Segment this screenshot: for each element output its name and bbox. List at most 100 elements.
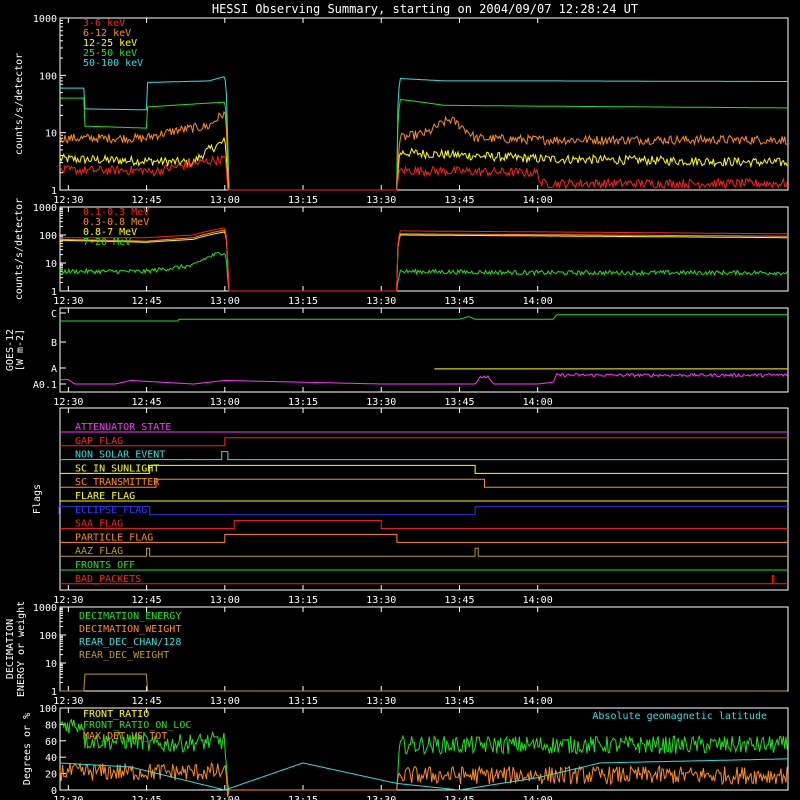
time-tick-label: 13:00 [210,595,240,606]
time-tick-label: 13:45 [444,296,474,307]
flag-label: FRONTS_OFF [75,560,135,571]
flag-label: NON_SOLAR_EVENT [75,450,165,461]
series-line-0-3-0-8-mev [60,229,788,292]
flag-line-gap-flag [60,437,788,447]
y-tick-label: 80 [45,720,57,731]
legend-entry: 0.3-0.8 MeV [83,217,149,228]
time-tick-label: 13:00 [210,397,240,408]
decimation-panel: 12:30 12:45 13:00 13:15 13:30 13:45 14:00 1 10 10… [5,601,789,707]
time-tick-label: 13:15 [288,296,318,307]
time-tick-label: 12:30 [53,195,83,206]
series-line-7-20-mev [59,252,788,292]
time-tick-label: 13:30 [366,397,396,408]
series-line-absolute-geomagnetic-latitude [59,758,788,791]
flag-label: BAD_PACKETS [75,574,141,585]
time-tick-label: 13:00 [210,696,240,707]
legend-entry: 25-50 keV [83,48,137,59]
legend-entry: 0.1-0.3 MeV [83,207,149,218]
chart-title: HESSI Observing Summary, starting on 200… [212,2,638,16]
y-tick-label: A0.1 [33,380,57,391]
y-tick-label: 100 [39,631,57,642]
time-tick-label: 13:30 [366,696,396,707]
y-axis-label: counts/s/detector [14,53,25,155]
flag-line-sc-transmitter [60,478,788,488]
series-line-6-12-kev [59,110,788,191]
series-line-0-1-0-3-mev [60,227,788,292]
flag-line-particle-flag [60,533,788,543]
series-line-max-det-vs-tot [59,761,788,798]
flag-label: GAP_FLAG [75,436,123,447]
time-tick-label: 13:30 [366,296,396,307]
flag-label: SC_TRANSMITTER [75,477,160,488]
y-tick-label: 1000 [33,203,57,214]
time-tick-label: 14:00 [523,595,553,606]
time-tick-label: 14:00 [523,696,553,707]
rates-high-frame [59,206,789,292]
series-line-rear-dec-weight [60,673,788,692]
y-tick-label: B [51,338,57,349]
flag-line-bad-packets [60,575,788,585]
y-tick-label: 20 [45,770,57,781]
time-tick-label: 12:30 [53,696,83,707]
legend-entry: 50-100 keV [83,58,143,69]
legend-entry: DECIMATION_ENERGY [79,611,181,622]
time-tick-label: 13:15 [288,696,318,707]
time-tick-label: 12:30 [53,397,83,408]
y-tick-label: 100 [39,704,57,715]
time-tick-label: 13:45 [444,696,474,707]
series-line-goes-low [60,314,788,322]
time-tick-label: 13:30 [366,595,396,606]
time-tick-label: 13:30 [366,795,396,800]
time-tick-label: 12:30 [53,595,83,606]
flag-label: ATTENUATOR_STATE [75,422,171,433]
flag-label: AAZ_FLAG [75,546,123,557]
flag-label: PARTICLE_FLAG [75,532,153,543]
flags-panel: 12:30 12:45 13:00 13:15 13:30 13:45 14:00 Flags… [32,407,789,606]
y-tick-label: 0 [51,786,57,797]
flag-label: FLARE_FLAG [75,491,135,502]
flag-line-non-solar-event [60,451,788,461]
rates-high-panel: 12:30 12:45 13:00 13:15 13:30 13:45 14:00 1 10 10… [14,198,789,307]
legend-entry: DECIMATION_WEIGHT [79,624,181,635]
series-line-3-6-kev [59,154,788,191]
y-tick-label: 1 [51,287,57,298]
time-tick-label: 13:00 [210,195,240,206]
flag-line-sc-in-sunlight [60,464,788,474]
annotation-geomagnetic-latitude: Absolute geomagnetic latitude [592,711,767,722]
time-tick-label: 13:45 [444,195,474,206]
y-tick-label: 1 [51,186,57,197]
y-axis-label: counts/s/detector [14,198,25,300]
legend-entry: 0.8-7 MeV [83,227,137,238]
time-tick-label: 12:45 [132,397,162,408]
legend-entry: FRONT_RATIO [83,709,149,720]
y-tick-label: 60 [45,737,57,748]
panels-container: 12:30 12:45 13:00 13:15 13:30 13:45 14:0011010… [5,14,789,800]
y-tick-label: 100 [39,71,57,82]
time-tick-label: 12:30 [53,795,83,800]
time-tick-label: 12:45 [132,696,162,707]
time-tick-label: 13:00 [210,795,240,800]
series-line-goes-high [60,372,788,385]
legend-entry: MAX_DET_VS_TOT [83,731,167,742]
y-tick-label: 40 [45,753,57,764]
legend-entry: 6-12 keV [83,28,131,39]
y-axis-label: Flags [32,484,43,514]
legend-entry: FRONT_RATIO_ON_LOC [83,720,191,731]
flags-frame [59,407,789,591]
flag-line-eclipse-flag [58,506,788,516]
ratios-frame [59,707,789,791]
time-tick-label: 13:45 [444,595,474,606]
y-tick-label: C [51,309,57,320]
series-line-12-25-kev [59,136,788,191]
y-tick-label: 10 [45,259,57,270]
flag-label: SC_IN_SUNLIGHT [75,463,159,474]
time-tick-label: 13:15 [288,397,318,408]
flag-line-aaz-flag [60,547,788,557]
time-tick-label: 12:30 [53,296,83,307]
time-tick-label: 12:45 [132,795,162,800]
series-line-25-50-kev [60,97,788,191]
series-line-50-100-kev [60,76,788,191]
time-tick-label: 13:45 [444,397,474,408]
